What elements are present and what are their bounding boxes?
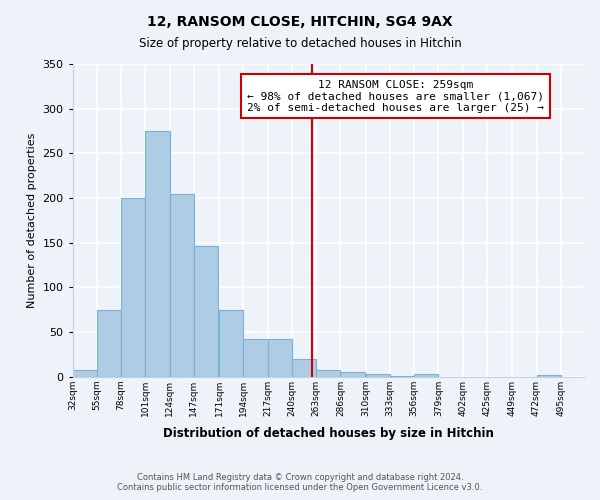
Bar	[170, 194, 194, 376]
Bar	[366, 374, 390, 376]
Bar	[292, 359, 316, 376]
Bar	[194, 246, 218, 376]
Bar	[244, 339, 268, 376]
Text: Contains HM Land Registry data © Crown copyright and database right 2024.
Contai: Contains HM Land Registry data © Crown c…	[118, 473, 482, 492]
Bar	[219, 310, 244, 376]
Bar	[340, 372, 365, 376]
Bar	[268, 339, 292, 376]
Bar	[316, 370, 340, 376]
Text: 12, RANSOM CLOSE, HITCHIN, SG4 9AX: 12, RANSOM CLOSE, HITCHIN, SG4 9AX	[147, 15, 453, 29]
Bar	[536, 375, 561, 376]
Bar	[73, 370, 97, 376]
Y-axis label: Number of detached properties: Number of detached properties	[27, 132, 37, 308]
Text: Size of property relative to detached houses in Hitchin: Size of property relative to detached ho…	[139, 38, 461, 51]
Bar	[414, 374, 439, 376]
Bar	[97, 310, 121, 376]
Bar	[145, 131, 170, 376]
Text: 12 RANSOM CLOSE: 259sqm
← 98% of detached houses are smaller (1,067)
2% of semi-: 12 RANSOM CLOSE: 259sqm ← 98% of detache…	[247, 80, 544, 113]
X-axis label: Distribution of detached houses by size in Hitchin: Distribution of detached houses by size …	[163, 427, 494, 440]
Bar	[121, 198, 145, 376]
